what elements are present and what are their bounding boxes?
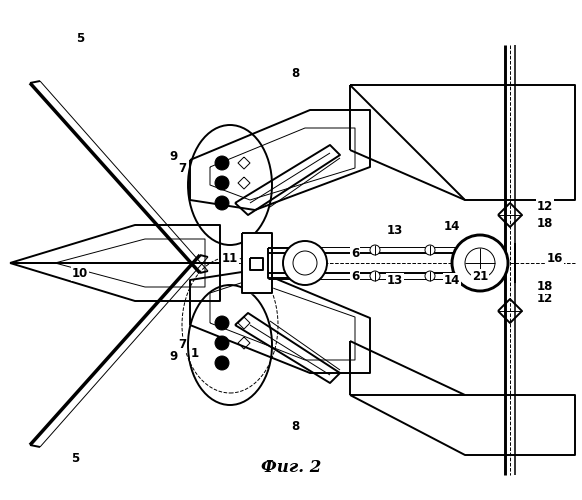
Text: Фиг. 2: Фиг. 2 xyxy=(261,458,321,475)
Text: 11: 11 xyxy=(222,252,238,265)
Polygon shape xyxy=(268,248,310,278)
Text: 7: 7 xyxy=(178,162,186,175)
Text: 10: 10 xyxy=(72,267,88,280)
Circle shape xyxy=(452,235,508,291)
Text: 13: 13 xyxy=(387,224,403,237)
Circle shape xyxy=(370,271,380,281)
Text: 6: 6 xyxy=(351,270,359,283)
Text: 8: 8 xyxy=(291,420,299,433)
Text: 14: 14 xyxy=(444,220,460,233)
Text: 6: 6 xyxy=(351,247,359,260)
Circle shape xyxy=(425,245,435,255)
Text: 21: 21 xyxy=(472,270,488,283)
Polygon shape xyxy=(242,233,272,293)
Circle shape xyxy=(215,316,229,330)
Circle shape xyxy=(215,176,229,190)
Text: 7: 7 xyxy=(178,338,186,351)
Circle shape xyxy=(215,156,229,170)
Text: 5: 5 xyxy=(71,452,79,465)
Text: 5: 5 xyxy=(76,32,84,45)
Text: 9: 9 xyxy=(170,150,178,163)
Circle shape xyxy=(425,271,435,281)
Text: 13: 13 xyxy=(387,274,403,287)
Circle shape xyxy=(215,196,229,210)
Text: 18: 18 xyxy=(537,217,553,230)
Circle shape xyxy=(283,241,327,285)
Text: 16: 16 xyxy=(547,252,563,265)
Circle shape xyxy=(215,356,229,370)
Text: 12: 12 xyxy=(537,292,553,305)
Text: 12: 12 xyxy=(537,200,553,213)
Text: 8: 8 xyxy=(291,67,299,80)
Text: 1: 1 xyxy=(191,347,199,360)
Text: 9: 9 xyxy=(170,350,178,363)
Circle shape xyxy=(370,245,380,255)
Text: 14: 14 xyxy=(444,274,460,287)
Text: 18: 18 xyxy=(537,280,553,293)
Circle shape xyxy=(215,336,229,350)
